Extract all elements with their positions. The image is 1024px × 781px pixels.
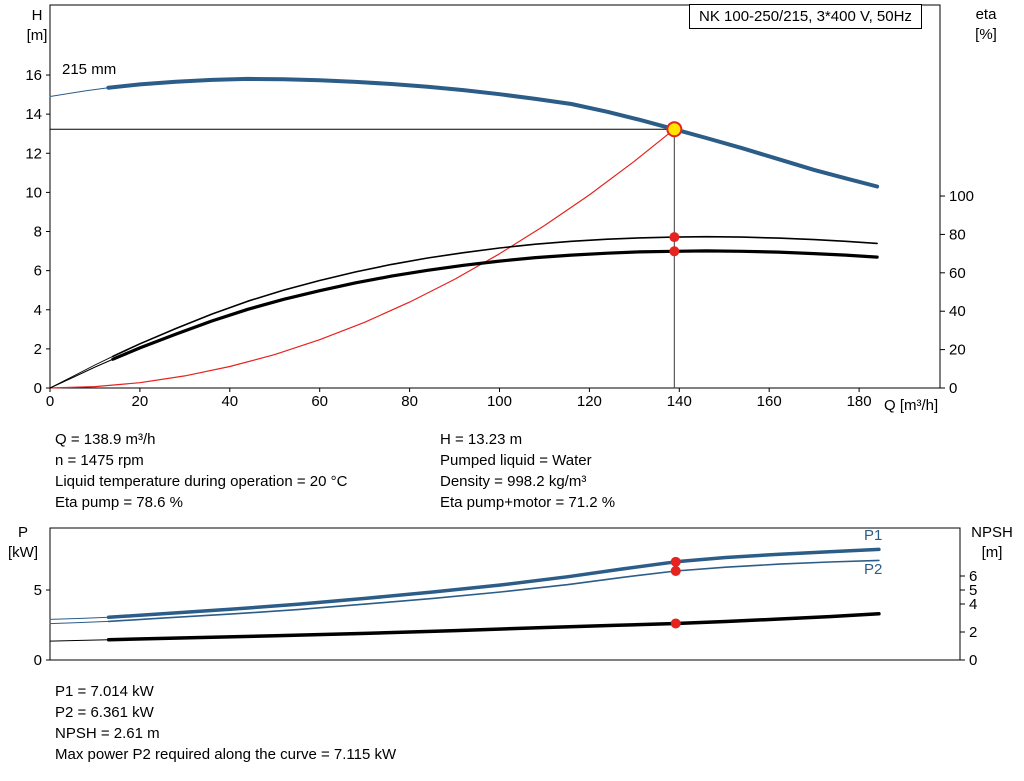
p1-curve xyxy=(106,547,881,620)
info-density: Density = 998.2 kg/m³ xyxy=(440,473,587,490)
p2-point xyxy=(670,565,681,576)
y-left-tick-label: 12 xyxy=(25,145,42,162)
y-left-tick-label: 6 xyxy=(34,263,42,280)
result-p1: P1 = 7.014 kW xyxy=(55,683,154,700)
eta-axis-title-line2: [%] xyxy=(975,26,997,43)
info-speed: n = 1475 rpm xyxy=(55,452,144,469)
y-right-tick-label: 40 xyxy=(949,303,966,320)
eta-pump-curve xyxy=(112,235,878,358)
h-axis-title-line2: [m] xyxy=(26,27,48,44)
h-axis-title-line1: H xyxy=(31,7,43,24)
x-tick-label: 100 xyxy=(487,393,512,410)
x-tick-label: 180 xyxy=(847,393,872,410)
npsh-curve xyxy=(106,612,881,642)
x-tick-label: 40 xyxy=(221,393,238,410)
head-curve-215mm xyxy=(106,76,880,189)
y-left-tick-label: 10 xyxy=(25,184,42,201)
duty-point xyxy=(666,121,683,138)
eta-pump-point xyxy=(669,232,680,243)
head-curve-lead xyxy=(49,87,109,97)
y-left-tick-label: 2 xyxy=(34,341,42,358)
info-liquid-temperature: Liquid temperature during operation = 20… xyxy=(55,473,348,490)
y-left-tick-label: 4 xyxy=(34,302,42,319)
eta-pump-motor-curve xyxy=(111,249,879,361)
npsh-axis-title-line2: [m] xyxy=(981,544,1003,561)
x-tick-label: 0 xyxy=(46,393,54,410)
system-curve xyxy=(49,128,675,389)
h-axis-title: H [m] xyxy=(18,6,56,46)
eta-axis-title-line1: eta xyxy=(975,6,997,23)
pump-title-box: NK 100-250/215, 3*400 V, 50Hz xyxy=(689,4,922,29)
y-right-tick-label: 80 xyxy=(949,226,966,243)
info-head: H = 13.23 m xyxy=(440,431,523,448)
p2-curve-label: P2 xyxy=(864,561,883,578)
result-block: P1 = 7.014 kW P2 = 6.361 kW NPSH = 2.61 … xyxy=(55,681,396,765)
info-pumped-liquid: Pumped liquid = Water xyxy=(440,452,592,469)
y-left-tick-label: 5 xyxy=(34,582,42,599)
y-right-tick-label: 0 xyxy=(969,652,977,669)
impeller-diameter-label: 215 mm xyxy=(62,61,117,78)
p1-curve-label: P1 xyxy=(864,527,883,544)
x-tick-label: 60 xyxy=(311,393,328,410)
p2-curve xyxy=(107,559,880,623)
x-tick-label: 120 xyxy=(577,393,602,410)
eta-pump-motor-lead xyxy=(49,358,114,389)
eta-axis-title: eta [%] xyxy=(964,5,1008,45)
y-left-tick-label: 0 xyxy=(34,652,42,669)
y-right-tick-label: 60 xyxy=(949,265,966,282)
p1-curve-lead xyxy=(49,616,110,620)
p-axis-title-line2: [kW] xyxy=(8,544,38,561)
y-right-tick-label: 0 xyxy=(949,380,957,397)
npsh-curve-lead xyxy=(49,639,110,642)
p-axis-title: P [kW] xyxy=(2,523,44,563)
info-flow: Q = 138.9 m³/h xyxy=(55,431,156,448)
npsh-axis-title: NPSH [m] xyxy=(964,523,1020,563)
hq-eta-chart: 0 20 40 60 80 100 120 140 160 1800246810121416020… xyxy=(25,4,974,410)
eta-pump-motor-point xyxy=(669,246,680,257)
y-right-tick-label: 6 xyxy=(969,568,977,585)
duty-info-left: Q = 138.9 m³/h n = 1475 rpm Liquid tempe… xyxy=(55,429,347,513)
p1-point xyxy=(670,556,681,567)
info-eta-pump: Eta pump = 78.6 % xyxy=(55,494,183,511)
x-tick-label: 160 xyxy=(757,393,782,410)
duty-info-right: H = 13.23 m Pumped liquid = Water Densit… xyxy=(440,429,615,513)
y-left-tick-label: 0 xyxy=(34,380,42,397)
p2-curve-lead xyxy=(49,620,110,625)
q-axis-label: Q [m³/h] xyxy=(884,397,939,414)
result-npsh: NPSH = 2.61 m xyxy=(55,725,160,742)
p-axis-title-line1: P xyxy=(17,524,28,541)
x-tick-label: 140 xyxy=(667,393,692,410)
y-right-tick-label: 20 xyxy=(949,342,966,359)
info-eta-pump-motor: Eta pump+motor = 71.2 % xyxy=(440,494,616,511)
y-left-tick-label: 16 xyxy=(25,67,42,84)
x-tick-label: 20 xyxy=(132,393,149,410)
npsh-point xyxy=(670,618,681,629)
y-right-tick-label: 2 xyxy=(969,624,977,641)
plot-border xyxy=(49,527,961,661)
npsh-axis-title-line1: NPSH xyxy=(971,524,1013,541)
y-right-tick-label: 4 xyxy=(969,596,977,613)
result-max-p2: Max power P2 required along the curve = … xyxy=(55,746,397,763)
y-left-tick-label: 8 xyxy=(34,224,42,241)
y-right-tick-label: 5 xyxy=(969,582,977,599)
y-left-tick-label: 14 xyxy=(25,106,42,123)
y-right-tick-label: 100 xyxy=(949,188,974,205)
result-p2: P2 = 6.361 kW xyxy=(55,704,154,721)
x-tick-label: 80 xyxy=(401,393,418,410)
